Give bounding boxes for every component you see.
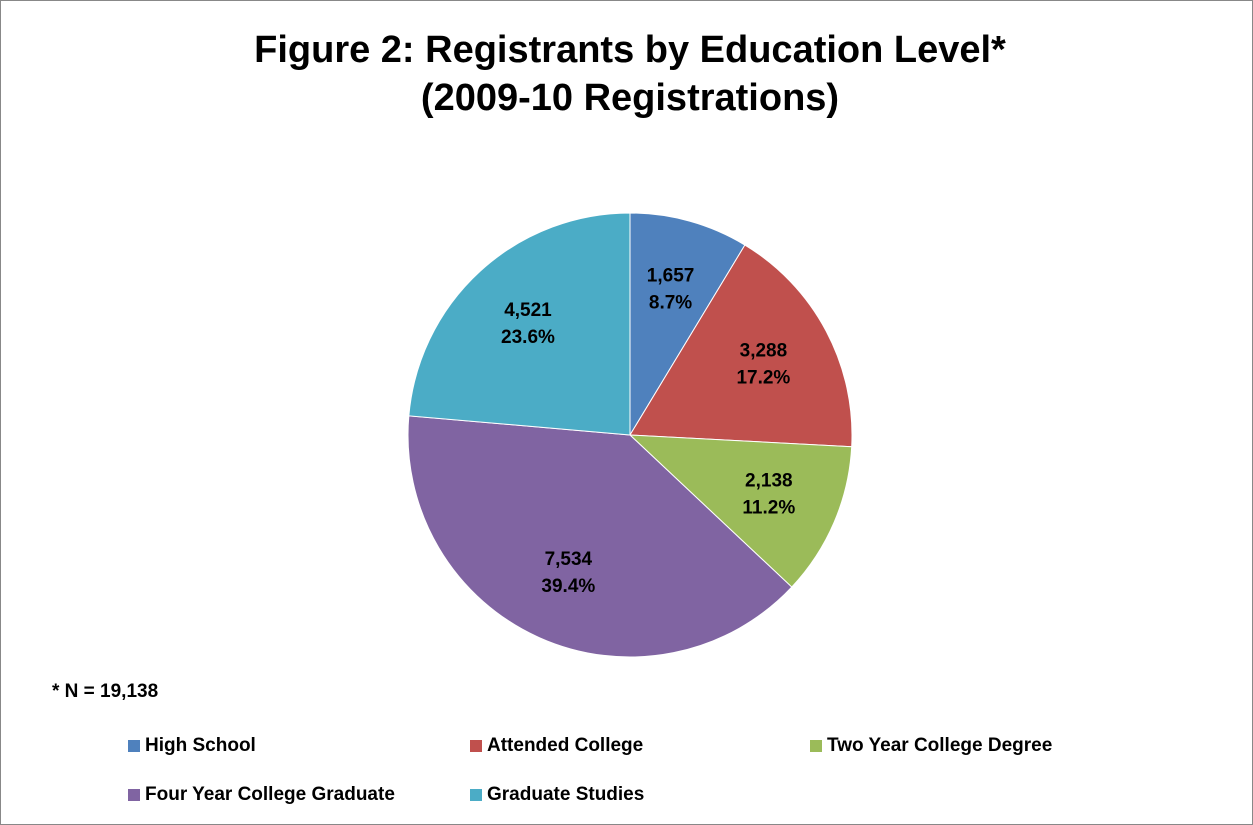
chart-title: Figure 2: Registrants by Education Level… [254,29,1006,71]
legend-swatch [810,740,822,752]
chart-subtitle: (2009-10 Registrations) [421,77,839,119]
percent-label: 17.2% [736,367,790,388]
annotation: * N = 19,138 [52,681,158,702]
legend-swatch [128,789,140,801]
value-label: 3,288 [740,340,788,361]
percent-label: 39.4% [541,576,595,597]
pie-slice [407,415,793,658]
pie-slice [629,244,853,448]
value-label: 2,138 [745,470,793,491]
value-label: 7,534 [545,549,593,570]
legend-label: High School [145,735,256,756]
value-label: 1,657 [647,266,695,287]
legend-swatch [470,789,482,801]
legend-label: Two Year College Degree [827,735,1052,756]
percent-label: 8.7% [649,293,692,314]
pie-slice [408,212,631,436]
pie-slice [629,212,746,437]
legend-swatch [470,740,482,752]
percent-label: 23.6% [501,327,555,348]
percent-label: 11.2% [742,497,795,518]
legend-label: Four Year College Graduate [145,784,395,805]
legend-swatch [128,740,140,752]
legend-label: Attended College [487,735,643,756]
pie-slice [628,434,853,588]
value-label: 4,521 [504,300,552,321]
legend-label: Graduate Studies [487,784,644,805]
